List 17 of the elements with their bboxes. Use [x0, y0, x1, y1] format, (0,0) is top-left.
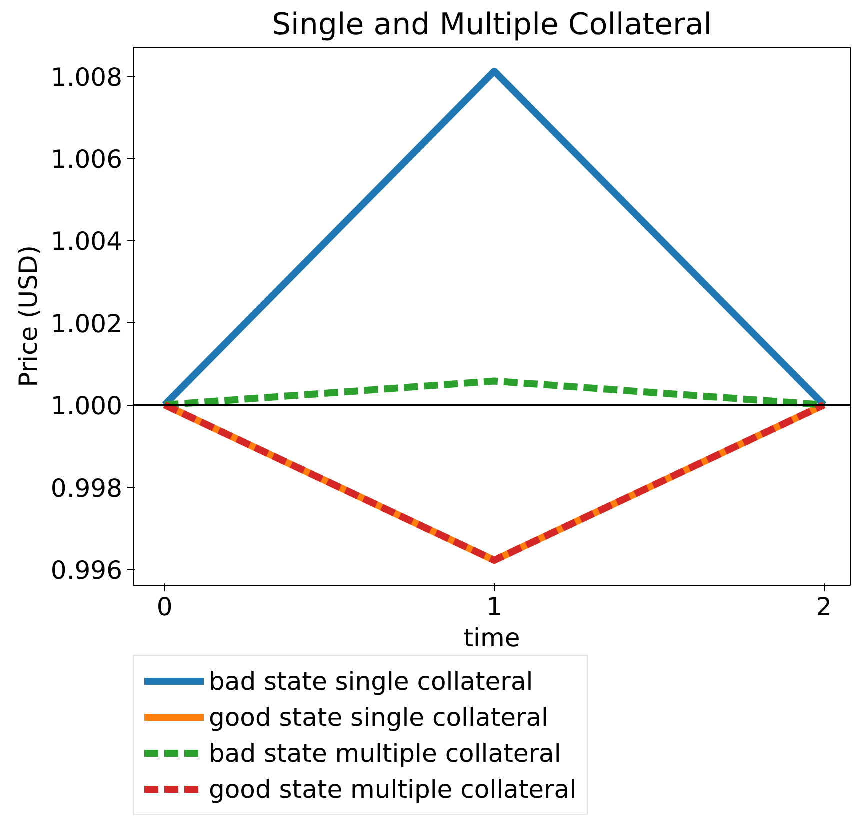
y-tick-label: 0.998 — [50, 474, 123, 503]
legend-label: good state multiple collateral — [209, 774, 577, 804]
x-tick-label: 2 — [816, 592, 832, 622]
legend-label: good state single collateral — [209, 702, 548, 732]
x-tick-label: 1 — [486, 592, 502, 622]
y-tick-label: 1.006 — [50, 144, 123, 174]
x-axis-title: time — [464, 624, 520, 652]
y-tick-label: 1.004 — [50, 227, 123, 256]
chart-title: Single and Multiple Collateral — [272, 8, 712, 42]
y-axis-title: Price (USD) — [14, 246, 43, 388]
y-tick-label: 1.000 — [50, 392, 123, 421]
y-tick-label: 1.008 — [50, 62, 123, 92]
y-tick-label: 0.996 — [50, 556, 123, 585]
x-tick-label: 0 — [156, 592, 173, 622]
y-tick-label: 1.002 — [50, 309, 123, 338]
legend-label: bad state multiple collateral — [209, 738, 562, 768]
legend-label: bad state single collateral — [209, 666, 534, 696]
